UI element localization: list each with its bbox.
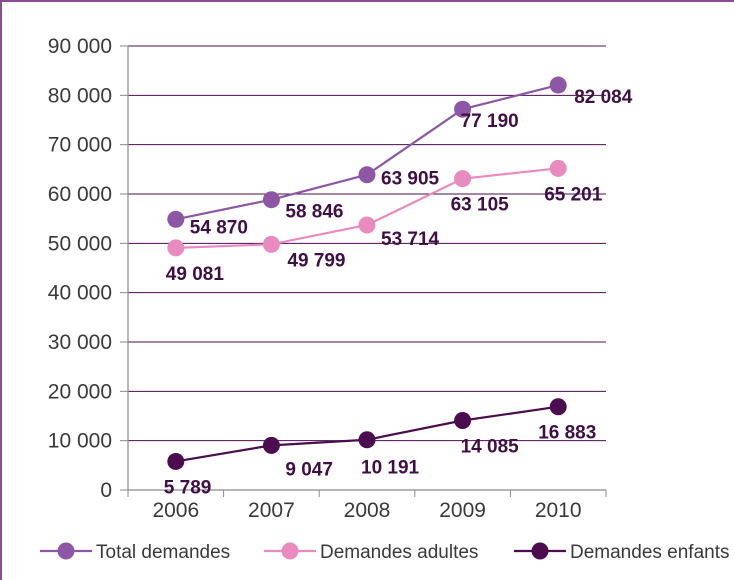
data-point [454, 412, 472, 430]
data-label: 16 883 [538, 423, 596, 444]
y-tick-label: 40 000 [48, 282, 112, 305]
data-label: 10 191 [361, 458, 420, 479]
data-point [167, 452, 185, 470]
series-group [167, 76, 567, 470]
data-label: 63 905 [381, 169, 440, 190]
data-label: 77 190 [461, 111, 519, 132]
data-label: 82 084 [574, 87, 633, 108]
data-point [549, 159, 567, 177]
legend: Total demandes Demandes adultes Demandes e… [40, 542, 730, 563]
data-point [262, 191, 280, 209]
y-tick-label: 70 000 [48, 134, 112, 157]
data-point [167, 210, 185, 228]
y-tick-label: 20 000 [48, 380, 112, 403]
legend-label: Demandes enfants [570, 542, 730, 563]
data-point [549, 76, 567, 94]
data-point [358, 431, 376, 449]
legend-marker-2 [531, 542, 549, 560]
data-point [454, 100, 472, 118]
data-label: 14 085 [461, 437, 520, 458]
legend-label: Total demandes [96, 542, 230, 563]
data-labels: 54 870 58 846 63 905 77 190 82 084 49 081 49 7… [164, 87, 633, 498]
legend-marker-0 [57, 542, 75, 560]
data-point [358, 216, 376, 234]
data-point [167, 239, 185, 257]
y-tick-label: 10 000 [48, 430, 112, 453]
y-tick-label: 90 000 [48, 35, 112, 58]
data-label: 58 846 [285, 202, 343, 223]
legend-marker-1 [281, 542, 299, 560]
y-tick-label: 50 000 [48, 232, 112, 255]
x-tick-label: 2008 [344, 499, 391, 522]
axes: 0 10 000 20 000 30 000 40 000 50 000 60 000 70 … [48, 35, 607, 522]
data-label: 63 105 [451, 195, 510, 216]
data-label: 49 081 [166, 264, 225, 285]
y-tick-label: 30 000 [48, 331, 112, 354]
data-label: 65 201 [544, 184, 603, 205]
data-point [549, 398, 567, 416]
data-label: 53 714 [381, 229, 440, 250]
data-point [262, 235, 280, 253]
y-tick-label: 0 [100, 479, 112, 502]
data-point [358, 166, 376, 184]
y-tick-label: 80 000 [48, 84, 112, 107]
gridlines [128, 45, 606, 442]
data-point [454, 170, 472, 188]
data-label: 54 870 [190, 217, 248, 238]
x-tick-label: 2006 [152, 499, 199, 522]
x-tick-label: 2010 [535, 499, 582, 522]
y-tick-label: 60 000 [48, 183, 112, 206]
x-tick-label: 2009 [439, 499, 486, 522]
data-label: 9 047 [285, 459, 333, 480]
data-label: 5 789 [164, 477, 212, 498]
x-tick-label: 2007 [248, 499, 295, 522]
data-label: 49 799 [287, 250, 345, 271]
legend-label: Demandes adultes [320, 542, 478, 563]
data-point [262, 436, 280, 454]
